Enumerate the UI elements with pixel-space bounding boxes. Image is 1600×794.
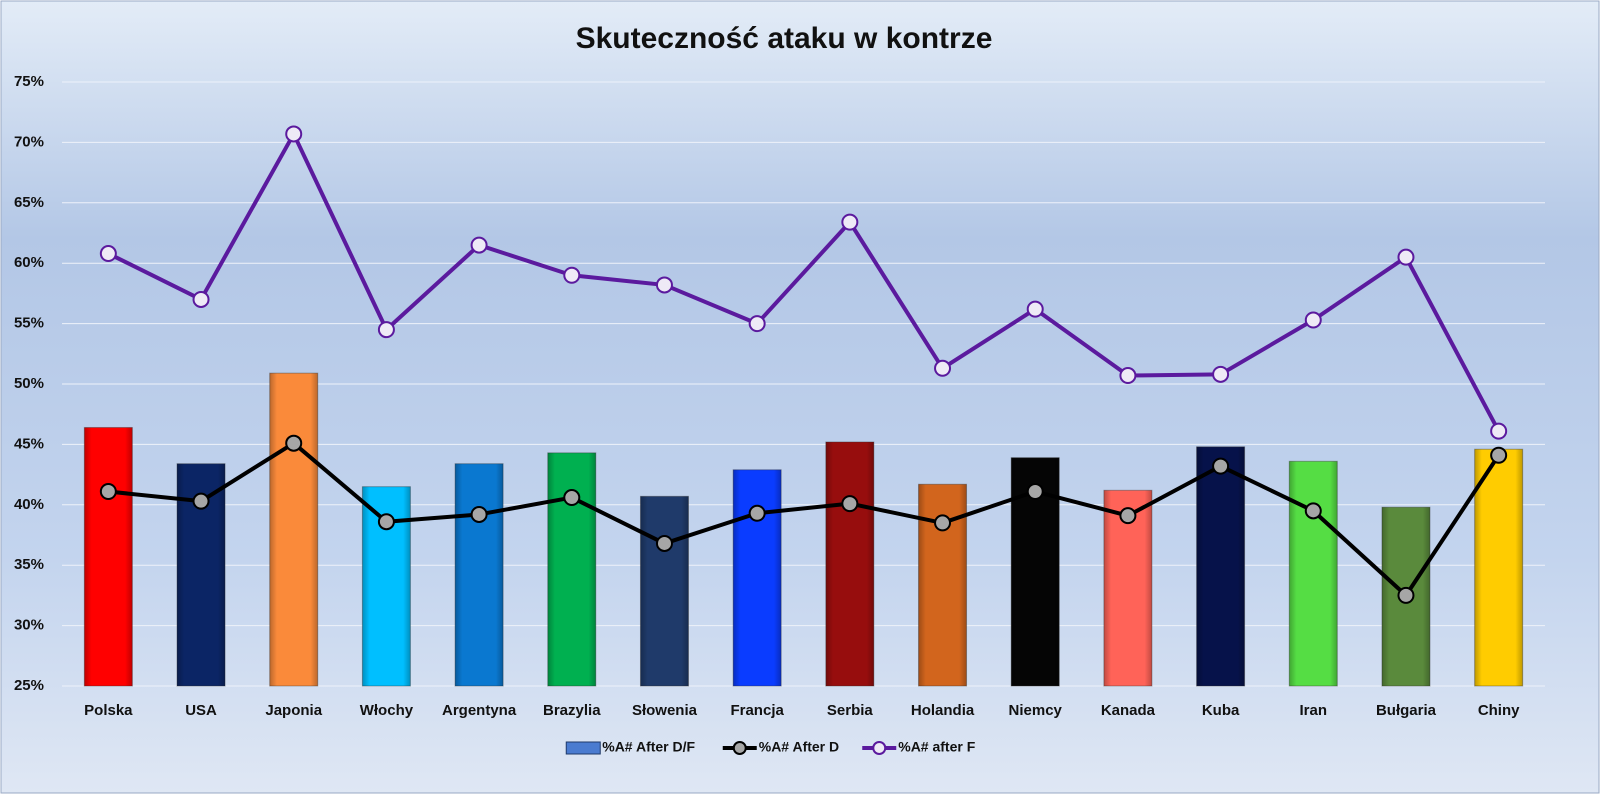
y-tick-label: 45% [14, 435, 44, 452]
line-marker [470, 236, 488, 254]
legend-swatch [872, 741, 887, 755]
line-marker [841, 495, 859, 513]
chart-title: Skuteczność ataku w kontrze [576, 22, 993, 55]
line-marker [1212, 457, 1230, 475]
y-tick-label: 65% [14, 194, 44, 211]
x-tick-label: USA [185, 702, 217, 719]
legend-label: %A# after F [898, 739, 975, 755]
line-marker [1397, 586, 1415, 604]
y-tick-label: 55% [14, 315, 44, 332]
bar-shade [269, 373, 318, 686]
line-marker [655, 276, 673, 294]
x-tick-label: Bułgaria [1376, 702, 1437, 719]
bar-shade [1196, 446, 1245, 686]
line-marker [1490, 446, 1508, 464]
y-tick-label: 40% [14, 496, 44, 513]
line [107, 131, 1501, 433]
line-marker [377, 321, 395, 339]
line-marker [192, 492, 210, 510]
y-tick-label: 25% [14, 677, 44, 694]
line-marker [1304, 502, 1322, 520]
y-tick-label: 70% [14, 133, 44, 150]
line-marker [1397, 248, 1415, 266]
x-tick-label: Niemcy [1009, 702, 1063, 719]
line-marker [1119, 507, 1137, 525]
x-tick-label: Argentyna [442, 702, 517, 719]
line-marker [934, 514, 952, 532]
line [108, 441, 1501, 598]
line-marker [1119, 367, 1137, 385]
bar-shade [84, 427, 133, 686]
y-tick-label: 50% [14, 375, 44, 392]
x-tick-label: Polska [84, 702, 133, 719]
line-marker [1026, 483, 1044, 501]
y-tick-label: 35% [14, 556, 44, 573]
line-marker [563, 266, 581, 284]
x-tick-label: Iran [1300, 702, 1328, 719]
legend-label: %A# After D/F [602, 739, 695, 755]
bar-shade [547, 452, 596, 686]
x-tick-label: Holandia [911, 702, 975, 719]
y-tick-label: 30% [14, 617, 44, 634]
x-tick-label: Japonia [265, 702, 322, 719]
line-marker [99, 483, 117, 501]
bar-shade [455, 463, 504, 686]
line-marker [192, 290, 210, 308]
line-marker [285, 125, 303, 143]
x-tick-label: Francja [730, 702, 784, 719]
x-tick-label: Włochy [360, 702, 414, 719]
line-marker [470, 505, 488, 523]
line-marker [285, 434, 303, 452]
line-marker [1304, 311, 1322, 329]
legend-swatch [565, 741, 601, 755]
x-tick-label: Brazylia [543, 702, 601, 719]
legend-label: %A# After D [759, 739, 839, 755]
bar-shade [733, 469, 782, 686]
bar-shade [1289, 461, 1338, 686]
bar-shade [640, 496, 689, 686]
legend-swatch [732, 741, 747, 755]
line-marker [1026, 300, 1044, 318]
bar-shade [825, 441, 874, 686]
line-marker [748, 504, 766, 522]
line-marker [1490, 422, 1508, 440]
x-tick-label: Chiny [1478, 702, 1520, 719]
x-tick-label: Serbia [827, 702, 874, 719]
x-tick-label: Kanada [1101, 702, 1156, 719]
line-marker [655, 534, 673, 552]
x-tick-label: Kuba [1202, 702, 1240, 719]
line-marker [563, 489, 581, 507]
y-tick-label: 60% [14, 254, 44, 271]
y-tick-label: 75% [14, 73, 44, 90]
x-tick-label: Słowenia [632, 702, 698, 719]
line-marker [841, 213, 859, 231]
line-marker [377, 513, 395, 531]
line-marker [748, 315, 766, 333]
line-marker [1212, 365, 1230, 383]
bar-shade [1474, 449, 1523, 686]
line-marker [99, 245, 117, 263]
line-marker [934, 359, 952, 377]
